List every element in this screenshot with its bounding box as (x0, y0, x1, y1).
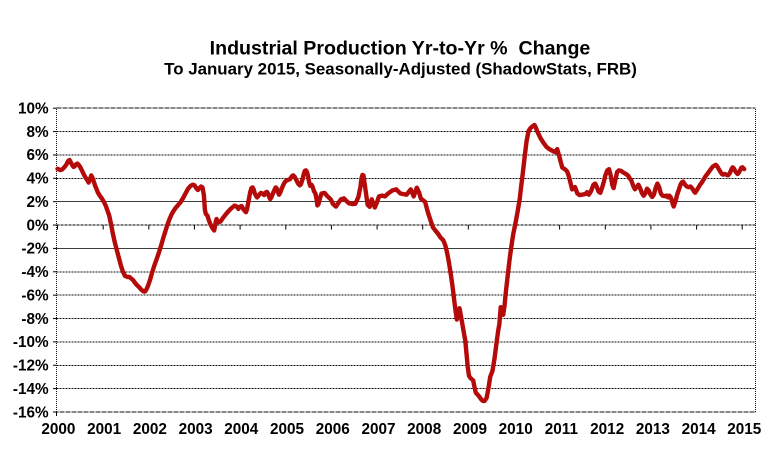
svg-text:2007: 2007 (361, 421, 395, 438)
svg-text:4%: 4% (26, 171, 49, 188)
svg-text:2014: 2014 (682, 421, 717, 438)
svg-text:2005: 2005 (270, 421, 305, 438)
svg-text:2008: 2008 (407, 421, 442, 438)
svg-text:2015: 2015 (727, 421, 762, 438)
svg-text:2004: 2004 (224, 421, 259, 438)
svg-text:10%: 10% (18, 101, 49, 118)
svg-text:-2%: -2% (21, 241, 49, 258)
svg-text:-14%: -14% (13, 381, 49, 398)
svg-text:-12%: -12% (13, 358, 49, 375)
svg-text:0%: 0% (26, 217, 49, 234)
svg-text:To January 2015, Seasonally-Ad: To January 2015, Seasonally-Adjusted (Sh… (164, 60, 637, 79)
svg-text:2002: 2002 (133, 421, 167, 438)
svg-text:-10%: -10% (13, 334, 49, 351)
svg-text:6%: 6% (26, 147, 49, 164)
svg-text:2001: 2001 (87, 421, 122, 438)
svg-text:2006: 2006 (316, 421, 350, 438)
svg-text:2013: 2013 (636, 421, 670, 438)
svg-text:2000: 2000 (41, 421, 75, 438)
svg-text:-8%: -8% (21, 311, 49, 328)
svg-text:2012: 2012 (590, 421, 624, 438)
svg-text:2011: 2011 (545, 421, 579, 438)
svg-text:2003: 2003 (179, 421, 213, 438)
svg-text:8%: 8% (26, 124, 49, 141)
svg-text:-6%: -6% (21, 288, 49, 305)
svg-text:Industrial Production Yr-to-Yr: Industrial Production Yr-to-Yr % Change (210, 37, 591, 59)
svg-text:-16%: -16% (13, 404, 49, 421)
svg-text:2010: 2010 (499, 421, 533, 438)
svg-text:2009: 2009 (453, 421, 487, 438)
svg-text:2%: 2% (26, 194, 49, 211)
svg-text:-4%: -4% (21, 264, 49, 281)
